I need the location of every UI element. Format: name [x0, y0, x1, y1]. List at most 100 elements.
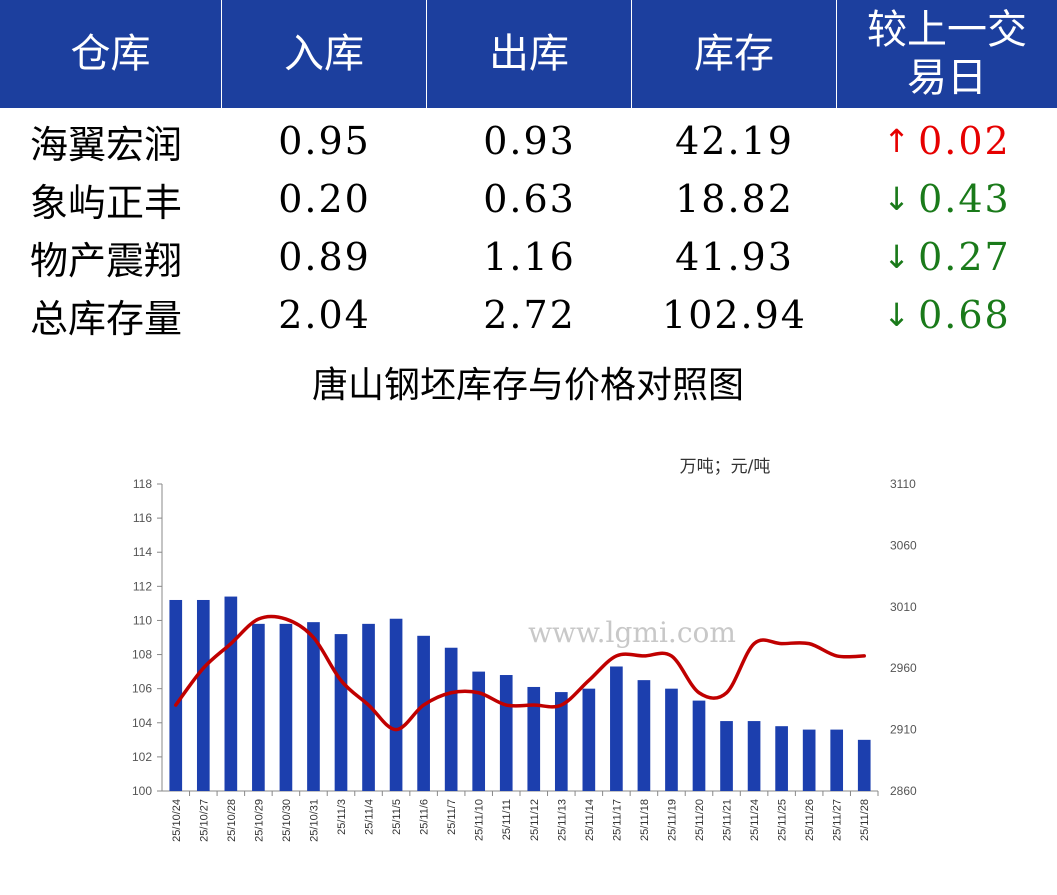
change-value: 0.43 — [918, 177, 1011, 221]
bar — [720, 721, 733, 791]
bar — [196, 599, 210, 791]
y-left-tick-label: 102 — [132, 750, 152, 764]
bar — [169, 599, 183, 791]
bar — [582, 688, 596, 791]
bar — [802, 729, 816, 791]
x-tick-label: 25/11/3 — [336, 799, 348, 835]
x-tick-label: 25/11/24 — [749, 799, 761, 841]
cell-name: 物产震翔 — [30, 238, 183, 283]
header-change-line2: 易日 — [907, 55, 987, 101]
x-tick-label: 25/11/20 — [694, 799, 706, 841]
cell-name: 海翼宏润 — [30, 122, 183, 167]
x-tick-label: 25/10/29 — [253, 799, 265, 842]
cell-out: 2.72 — [483, 293, 576, 337]
y-left-tick-label: 100 — [132, 784, 152, 798]
x-tick-label: 25/11/28 — [859, 799, 871, 841]
bar — [417, 635, 430, 791]
cell-out: 0.63 — [483, 177, 576, 221]
header-inbound: 入库 — [222, 0, 427, 108]
x-tick-label: 25/11/4 — [364, 799, 376, 835]
y-left-tick-label: 114 — [133, 545, 152, 559]
x-tick-label: 25/11/27 — [832, 799, 844, 841]
cell-stock: 18.82 — [675, 177, 794, 221]
x-tick-label: 25/11/10 — [474, 799, 486, 841]
cell-change: ↓ 0.43 — [837, 170, 1057, 228]
y-left-tick-label: 116 — [133, 511, 152, 525]
table-header: 仓库 入库 出库 库存 较上一交 易日 — [0, 0, 1057, 108]
bar — [334, 634, 348, 791]
unit-label: 万吨；元/吨 — [680, 457, 771, 477]
table-row: 象屿正丰 0.20 0.63 18.82 ↓ 0.43 — [0, 170, 1057, 228]
bar — [279, 623, 293, 791]
bar — [527, 686, 541, 791]
x-tick-label: 25/10/30 — [281, 799, 293, 842]
cell-stock: 41.93 — [675, 235, 794, 279]
y-right-tick-label: 3110 — [890, 477, 916, 491]
cell-name: 总库存量 — [30, 296, 183, 341]
x-tick-label: 25/10/28 — [226, 799, 238, 842]
y-left-tick-label: 112 — [133, 579, 152, 593]
cell-in: 0.89 — [278, 235, 371, 279]
watermark-text: www.lgmi.com — [528, 616, 736, 649]
cell-change: ↑ 0.02 — [837, 112, 1057, 170]
header-change: 较上一交 易日 — [837, 0, 1057, 108]
cell-stock: 102.94 — [662, 293, 807, 337]
header-change-line1: 较上一交 — [867, 7, 1027, 53]
cell-in: 0.95 — [278, 119, 371, 163]
y-left-tick-label: 108 — [132, 648, 152, 662]
y-left-tick-label: 106 — [132, 682, 152, 696]
y-left-tick-label: 118 — [133, 477, 152, 491]
chart-title: 唐山钢坯库存与价格对照图 — [312, 365, 744, 406]
x-tick-label: 25/11/12 — [529, 799, 541, 841]
bar — [610, 666, 623, 791]
table-row: 物产震翔 0.89 1.16 41.93 ↓ 0.27 — [0, 228, 1057, 286]
y-left-tick-label: 110 — [133, 613, 152, 627]
bar — [389, 618, 403, 791]
x-tick-label: 25/10/24 — [171, 799, 183, 842]
x-tick-label: 25/10/31 — [308, 799, 320, 842]
bar — [830, 729, 844, 791]
change-value: 0.27 — [918, 235, 1011, 279]
bar — [637, 680, 651, 791]
bar — [444, 647, 458, 791]
cell-change: ↓ 0.27 — [837, 228, 1057, 286]
cell-name: 象屿正丰 — [30, 180, 183, 225]
bar — [252, 623, 265, 791]
x-tick-label: 25/11/21 — [722, 799, 734, 841]
arrow-down-icon: ↓ — [883, 238, 913, 276]
y-right-tick-label: 2960 — [890, 661, 917, 675]
change-value: 0.68 — [918, 293, 1011, 337]
x-tick-label: 25/11/7 — [446, 799, 458, 835]
arrow-up-icon: ↑ — [883, 122, 913, 160]
bar — [857, 739, 871, 791]
price-line — [174, 614, 866, 732]
x-tick-label: 25/11/25 — [777, 799, 789, 841]
bar — [747, 721, 761, 791]
x-tick-label: 25/11/6 — [419, 799, 431, 835]
y-right-tick-label: 2860 — [890, 784, 917, 798]
header-outbound: 出库 — [427, 0, 632, 108]
cell-out: 0.93 — [483, 119, 576, 163]
x-tick-label: 25/11/5 — [391, 799, 403, 835]
bar — [775, 726, 788, 791]
arrow-down-icon: ↓ — [883, 296, 913, 334]
inventory-price-chart: 唐山钢坯库存与价格对照图万吨；元/吨 www.lgmi.com 100 102 104 1… — [0, 340, 1057, 895]
cell-change: ↓ 0.68 — [837, 286, 1057, 344]
cell-out: 1.16 — [483, 235, 576, 279]
y-right-tick-label: 3060 — [890, 538, 917, 552]
bar — [472, 671, 486, 791]
bar — [554, 692, 568, 791]
y-left-tick-label: 104 — [132, 716, 152, 730]
cell-in: 2.04 — [278, 293, 371, 337]
bar — [499, 675, 513, 791]
x-tick-label: 25/11/17 — [611, 799, 623, 841]
y-right-tick-label: 3010 — [890, 600, 917, 614]
table-row: 总库存量 2.04 2.72 102.94 ↓ 0.68 — [0, 286, 1057, 344]
table-row: 海翼宏润 0.95 0.93 42.19 ↑ 0.02 — [0, 112, 1057, 170]
bar — [224, 596, 238, 791]
x-tick-label: 25/11/14 — [584, 799, 596, 841]
y-right-tick-label: 2910 — [890, 723, 917, 737]
cell-in: 0.20 — [278, 177, 371, 221]
header-warehouse: 仓库 — [0, 0, 222, 108]
